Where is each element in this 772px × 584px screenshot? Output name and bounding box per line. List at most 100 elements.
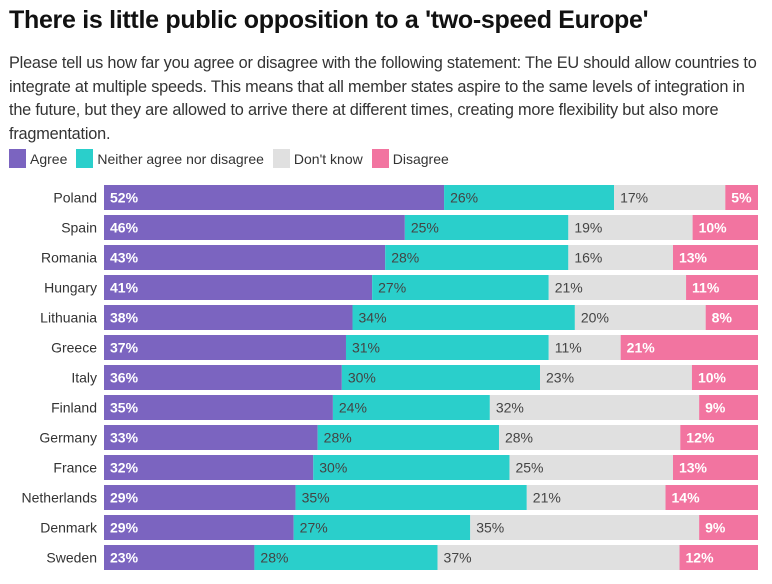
legend-swatch-neither xyxy=(76,149,94,168)
data-label-italy-disagree: 10% xyxy=(698,370,727,386)
data-label-finland-don-t-know: 32% xyxy=(496,400,524,416)
category-label-italy: Italy xyxy=(71,370,97,386)
data-label-italy-don-t-know: 23% xyxy=(546,370,574,386)
category-label-spain: Spain xyxy=(61,220,97,236)
bar-finland-don-t-know xyxy=(489,395,700,420)
bar-romania-agree xyxy=(104,245,386,270)
data-label-spain-don-t-know: 19% xyxy=(574,220,602,236)
data-label-france-neither-agree-nor-disagree: 30% xyxy=(319,460,347,476)
legend-swatch-disagree xyxy=(371,149,389,168)
data-label-germany-neither-agree-nor-disagree: 28% xyxy=(324,430,352,446)
data-label-netherlands-disagree: 14% xyxy=(672,490,701,506)
bar-greece-disagree xyxy=(620,335,758,360)
bar-hungary-neither-agree-nor-disagree xyxy=(372,275,549,300)
data-label-germany-disagree: 12% xyxy=(686,430,715,446)
bar-france-don-t-know xyxy=(509,455,673,480)
bar-poland-don-t-know xyxy=(614,185,726,210)
data-label-lithuania-agree: 38% xyxy=(110,310,139,326)
data-label-lithuania-don-t-know: 20% xyxy=(581,310,609,326)
bar-spain-neither-agree-nor-disagree xyxy=(404,215,569,240)
category-label-denmark: Denmark xyxy=(40,520,98,536)
bar-greece-agree xyxy=(104,335,346,360)
data-label-romania-neither-agree-nor-disagree: 28% xyxy=(391,250,419,266)
data-label-romania-disagree: 13% xyxy=(679,250,708,266)
data-label-italy-agree: 36% xyxy=(110,370,139,386)
legend-swatch-agree xyxy=(9,149,26,168)
data-label-hungary-disagree: 11% xyxy=(692,280,720,296)
data-label-lithuania-neither-agree-nor-disagree: 34% xyxy=(359,310,387,326)
bar-sweden-don-t-know xyxy=(437,545,680,570)
data-label-france-disagree: 13% xyxy=(679,460,708,476)
data-label-netherlands-agree: 29% xyxy=(110,490,139,506)
data-label-poland-disagree: 5% xyxy=(731,190,752,206)
bar-france-agree xyxy=(104,455,314,480)
bar-lithuania-disagree xyxy=(705,305,758,330)
bar-germany-agree xyxy=(104,425,318,450)
legend-item-dont-know: Don't know xyxy=(272,149,363,168)
legend-swatch-dont-know xyxy=(272,149,290,168)
bar-spain-agree xyxy=(104,215,405,240)
bar-finland-disagree xyxy=(699,395,758,420)
bar-romania-neither-agree-nor-disagree xyxy=(385,245,569,270)
bar-italy-don-t-know xyxy=(540,365,692,390)
bar-romania-disagree xyxy=(672,245,758,270)
data-label-romania-don-t-know: 16% xyxy=(574,250,602,266)
data-label-sweden-agree: 23% xyxy=(110,550,139,566)
bar-sweden-disagree xyxy=(679,545,758,570)
bar-denmark-neither-agree-nor-disagree xyxy=(293,515,471,540)
data-label-denmark-don-t-know: 35% xyxy=(476,520,504,536)
bar-denmark-disagree xyxy=(699,515,758,540)
data-label-greece-neither-agree-nor-disagree: 31% xyxy=(352,340,380,356)
bar-lithuania-neither-agree-nor-disagree xyxy=(352,305,575,330)
category-label-germany: Germany xyxy=(39,430,97,446)
data-label-italy-neither-agree-nor-disagree: 30% xyxy=(348,370,376,386)
data-label-poland-neither-agree-nor-disagree: 26% xyxy=(450,190,478,206)
category-label-romania: Romania xyxy=(41,250,97,266)
category-label-france: France xyxy=(53,460,97,476)
chart-subtitle: Please tell us how far you agree or disa… xyxy=(9,54,757,143)
data-label-france-agree: 32% xyxy=(110,460,139,476)
data-label-sweden-don-t-know: 37% xyxy=(444,550,472,566)
bar-lithuania-don-t-know xyxy=(574,305,706,330)
category-label-poland: Poland xyxy=(53,190,97,206)
bar-netherlands-neither-agree-nor-disagree xyxy=(295,485,527,510)
legend-label-agree: Agree xyxy=(30,150,68,167)
data-label-spain-agree: 46% xyxy=(110,220,139,236)
bar-hungary-agree xyxy=(104,275,373,300)
legend-item-disagree: Disagree xyxy=(371,149,449,168)
category-label-sweden: Sweden xyxy=(46,550,97,566)
data-label-finland-neither-agree-nor-disagree: 24% xyxy=(339,400,367,416)
bar-germany-disagree xyxy=(680,425,758,450)
bar-hungary-disagree xyxy=(686,275,758,300)
bar-spain-disagree xyxy=(692,215,758,240)
data-label-greece-agree: 37% xyxy=(110,340,139,356)
legend-item-agree: Agree xyxy=(9,149,67,168)
data-label-greece-don-t-know: 11% xyxy=(555,340,582,356)
data-label-spain-neither-agree-nor-disagree: 25% xyxy=(411,220,439,236)
bar-hungary-don-t-know xyxy=(548,275,687,300)
bar-poland-disagree xyxy=(725,185,758,210)
bar-italy-disagree xyxy=(691,365,758,390)
data-label-spain-disagree: 10% xyxy=(699,220,728,236)
bar-france-neither-agree-nor-disagree xyxy=(313,455,510,480)
bar-italy-agree xyxy=(104,365,342,390)
bar-netherlands-agree xyxy=(104,485,296,510)
bar-germany-don-t-know xyxy=(498,425,681,450)
data-label-lithuania-disagree: 8% xyxy=(712,310,733,326)
legend-label-disagree: Disagree xyxy=(392,150,449,167)
bar-denmark-don-t-know xyxy=(470,515,700,540)
bar-finland-agree xyxy=(104,395,333,420)
bar-poland-agree xyxy=(104,185,445,210)
data-label-poland-agree: 52% xyxy=(110,190,139,206)
data-label-netherlands-neither-agree-nor-disagree: 35% xyxy=(302,490,330,506)
legend-item-neither: Neither agree nor disagree xyxy=(76,149,264,168)
data-label-sweden-disagree: 12% xyxy=(686,550,715,566)
bar-france-disagree xyxy=(672,455,758,480)
bar-germany-neither-agree-nor-disagree xyxy=(317,425,499,450)
data-label-germany-agree: 33% xyxy=(110,430,139,446)
category-label-finland: Finland xyxy=(51,400,97,416)
data-label-hungary-neither-agree-nor-disagree: 27% xyxy=(378,280,406,296)
data-label-denmark-agree: 29% xyxy=(110,520,139,536)
data-label-romania-agree: 43% xyxy=(110,250,139,266)
legend-label-dont-know: Don't know xyxy=(293,150,363,167)
